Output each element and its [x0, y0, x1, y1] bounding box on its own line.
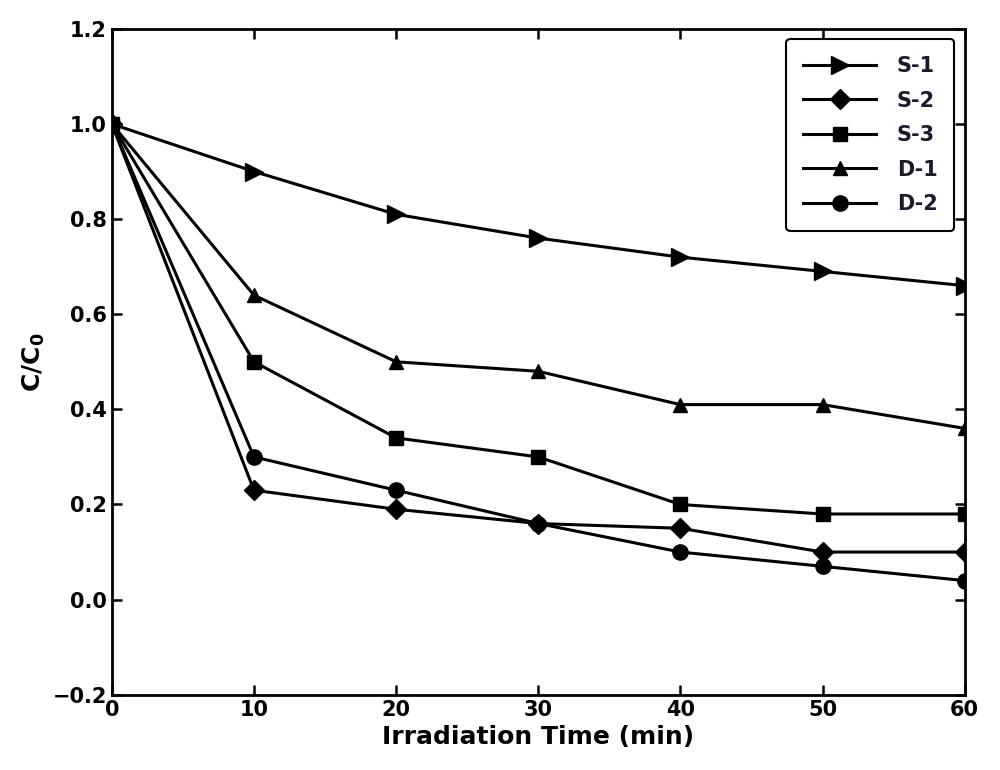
- D-2: [817, 561, 829, 571]
- S-3: [674, 500, 686, 509]
- S-3: [106, 119, 118, 129]
- Line: S-3: S-3: [105, 117, 972, 521]
- S-2: [248, 486, 260, 495]
- D-2: [959, 576, 971, 585]
- S-1: [959, 281, 971, 290]
- S-1: [248, 167, 260, 176]
- D-2: [106, 119, 118, 129]
- Line: D-1: D-1: [105, 117, 972, 435]
- S-1: [532, 233, 544, 243]
- D-2: [674, 547, 686, 557]
- S-2: [959, 547, 971, 557]
- D-1: [959, 424, 971, 433]
- D-1: [532, 367, 544, 376]
- D-1: [674, 400, 686, 409]
- D-1: [817, 400, 829, 409]
- D-2: [248, 452, 260, 461]
- S-1: [390, 209, 402, 219]
- S-3: [390, 434, 402, 443]
- Legend: S-1, S-2, S-3, D-1, D-2: S-1, S-2, S-3, D-1, D-2: [786, 39, 954, 231]
- D-1: [390, 357, 402, 367]
- Line: S-1: S-1: [103, 115, 974, 295]
- Line: S-2: S-2: [105, 117, 972, 559]
- S-2: [390, 504, 402, 514]
- D-1: [106, 119, 118, 129]
- S-3: [959, 510, 971, 519]
- S-1: [674, 253, 686, 262]
- S-1: [817, 266, 829, 276]
- D-1: [248, 290, 260, 300]
- D-2: [532, 519, 544, 528]
- X-axis label: Irradiation Time (min): Irradiation Time (min): [382, 725, 694, 749]
- Y-axis label: C/C$_0$: C/C$_0$: [21, 332, 47, 391]
- S-2: [532, 519, 544, 528]
- S-2: [674, 524, 686, 533]
- S-3: [248, 357, 260, 367]
- S-3: [532, 452, 544, 461]
- S-1: [106, 119, 118, 129]
- S-3: [817, 510, 829, 519]
- Line: D-2: D-2: [104, 116, 972, 588]
- D-2: [390, 486, 402, 495]
- S-2: [106, 119, 118, 129]
- S-2: [817, 547, 829, 557]
